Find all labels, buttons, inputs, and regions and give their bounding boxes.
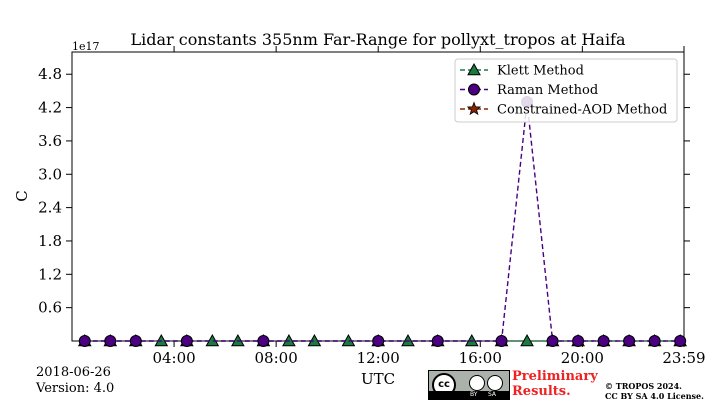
preliminary-notice: Preliminary Results. bbox=[512, 369, 598, 399]
y-tick-label: 3.0 bbox=[38, 165, 62, 183]
copyright-line1: © TROPOS 2024. bbox=[605, 381, 682, 391]
data-point-1 bbox=[104, 335, 117, 347]
data-point-1 bbox=[546, 335, 559, 347]
data-point-0 bbox=[520, 333, 534, 347]
x-axis-label: UTC bbox=[361, 370, 395, 388]
data-point-1 bbox=[674, 335, 687, 347]
y-tick-label: 0.6 bbox=[38, 299, 62, 317]
y-axis-label: C bbox=[13, 190, 31, 201]
data-point-1 bbox=[180, 335, 193, 347]
copyright-notice: © TROPOS 2024. CC BY SA 4.0 License. bbox=[605, 381, 704, 401]
x-tick-label: 23:59 bbox=[662, 349, 705, 367]
preliminary-line1: Preliminary bbox=[512, 369, 598, 384]
data-point-1 bbox=[78, 335, 91, 347]
x-tick-label: 12:00 bbox=[357, 349, 400, 367]
x-axis: 04:00 08:00 12:00 16:00 20:00 23:59 bbox=[152, 46, 706, 367]
legend-label: Raman Method bbox=[497, 83, 598, 98]
badge-by-label: BY bbox=[470, 391, 478, 398]
series-line-1 bbox=[84, 101, 681, 342]
data-point-1 bbox=[372, 335, 385, 347]
chart-title: Lidar constants 355nm Far-Range for poll… bbox=[130, 30, 625, 49]
data-point-1 bbox=[597, 335, 610, 347]
y-offset-label: 1e17 bbox=[72, 40, 100, 53]
data-point-1 bbox=[623, 335, 636, 347]
data-point-1 bbox=[572, 335, 585, 347]
y-axis: 0.6 1.2 1.8 2.4 3.0 3.6 4.2 4.8 bbox=[38, 65, 690, 317]
cc-license-badge: cc BY SA bbox=[428, 370, 510, 400]
x-tick-label: 04:00 bbox=[152, 349, 195, 367]
legend-marker bbox=[466, 101, 482, 116]
data-point-1 bbox=[257, 335, 270, 347]
y-tick-label: 2.4 bbox=[38, 199, 62, 217]
copyright-line2: CC BY SA 4.0 License. bbox=[605, 391, 704, 401]
data-point-1 bbox=[648, 335, 661, 347]
badge-strip bbox=[429, 391, 509, 399]
y-tick-label: 4.8 bbox=[38, 65, 62, 83]
x-tick-label: 08:00 bbox=[255, 349, 298, 367]
y-tick-label: 4.2 bbox=[38, 99, 62, 117]
series-layer bbox=[77, 96, 688, 347]
y-tick-label: 3.6 bbox=[38, 132, 62, 150]
data-point-1 bbox=[495, 335, 508, 347]
y-tick-label: 1.8 bbox=[38, 232, 62, 250]
data-point-1 bbox=[431, 335, 444, 347]
footer-version: Version: 4.0 bbox=[36, 381, 115, 396]
y-tick-label: 1.2 bbox=[38, 265, 62, 283]
legend-label: Klett Method bbox=[497, 64, 584, 79]
data-point-1 bbox=[129, 335, 142, 347]
x-tick-label: 20:00 bbox=[561, 349, 604, 367]
badge-sa-label: SA bbox=[488, 391, 497, 398]
legend-marker bbox=[468, 83, 480, 96]
legend-box bbox=[454, 58, 678, 123]
legend-marker bbox=[467, 62, 481, 76]
footer-date: 2018-06-26 bbox=[36, 365, 111, 380]
legend: Klett Method Raman Method Constrained-AOD … bbox=[454, 58, 678, 123]
sa-icon bbox=[487, 375, 503, 391]
preliminary-line2: Results. bbox=[512, 384, 571, 399]
by-icon bbox=[469, 375, 485, 391]
x-tick-label: 16:00 bbox=[459, 349, 502, 367]
legend-label: Constrained-AOD Method bbox=[497, 103, 667, 118]
